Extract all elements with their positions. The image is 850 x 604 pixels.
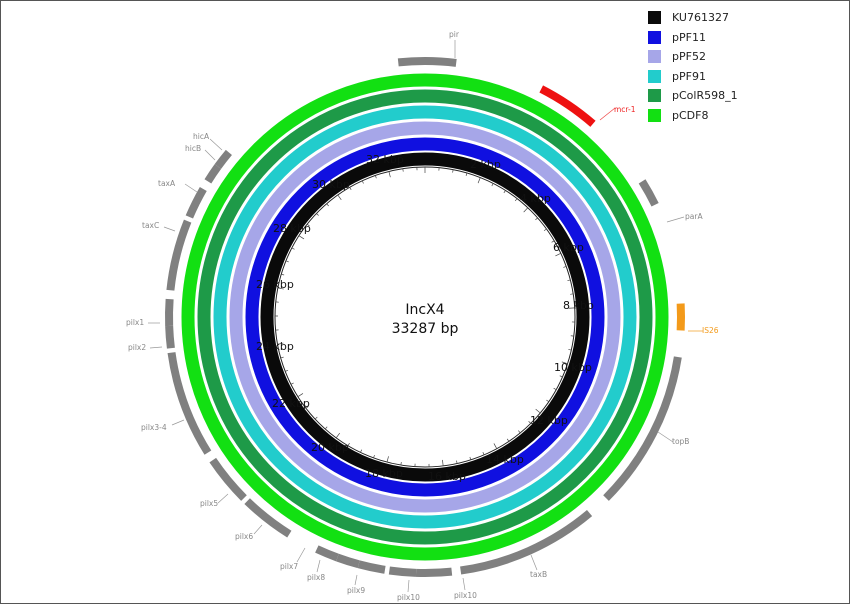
legend-swatch xyxy=(648,11,661,25)
tick-label-14kbp: 14 kbp xyxy=(486,453,524,466)
gene-arc-taxC xyxy=(166,219,192,291)
legend-swatch xyxy=(648,30,661,44)
gene-arc-hicB xyxy=(204,164,222,184)
legend-label: pPF91 xyxy=(672,69,706,83)
gene-label-pilx5: pilx5 xyxy=(200,499,218,508)
gene-label-pilx8: pilx8 xyxy=(307,573,325,582)
tick-label-4kbp: 4 kbp xyxy=(520,192,551,205)
gene-label-hicB: hicB xyxy=(185,144,201,153)
tick-label-2kbp: 2 kbp xyxy=(470,158,501,171)
gene-arc-parA xyxy=(638,179,659,207)
gene-label-pilx10-b: pilx10 xyxy=(454,591,477,600)
gene-arcs xyxy=(165,57,685,577)
legend-label: pPF11 xyxy=(672,30,706,44)
tick-label-18kbp: 18 kbp xyxy=(365,467,403,480)
legend-label: pCDF8 xyxy=(672,108,709,122)
scale-ticks xyxy=(275,167,575,467)
ring-KU761327 xyxy=(260,152,590,482)
gene-label-taxB: taxB xyxy=(530,570,547,579)
comparison-rings xyxy=(179,71,671,563)
gene-label-parA: parA xyxy=(685,212,703,221)
tick-label-30kbp: 30 kbp xyxy=(312,178,350,191)
ring-pCDF8 xyxy=(181,73,669,561)
gene-arc-taxA xyxy=(185,187,207,219)
gene-label-topB: topB xyxy=(672,437,689,446)
gene-label-pir: pir xyxy=(449,30,460,39)
tick-label-16kbp: 16 kbp xyxy=(428,470,466,483)
legend-item-KU761327: KU761327 xyxy=(648,8,738,28)
tick-label-24kbp: 24 kbp xyxy=(256,340,294,353)
legend-item-pColR598-1: pColR598_1 xyxy=(648,86,738,106)
ring-pColR598-1 xyxy=(197,89,653,545)
gene-arc-pilx3-4 xyxy=(167,352,212,455)
ring-pPF52 xyxy=(229,121,621,513)
gene-label-mcr-1: mcr-1 xyxy=(614,105,636,114)
tick-label-6kbp: 6 kbp xyxy=(553,241,584,254)
legend-swatch xyxy=(648,69,661,83)
tick-label-32kbp: 32 kbp xyxy=(366,153,404,166)
gene-label-taxC: taxC xyxy=(142,221,159,230)
legend-label: KU761327 xyxy=(672,11,729,25)
gene-arc-pilx7 xyxy=(315,545,339,562)
legend-label: pPF52 xyxy=(672,50,706,64)
gene-arc-topB xyxy=(603,356,682,501)
legend-item-pPF11: pPF11 xyxy=(648,28,738,48)
gene-arc-pilx9 xyxy=(357,560,386,574)
gene-label-pilx3-4: pilx3-4 xyxy=(141,423,167,432)
tick-label-22kbp: 22 kbp xyxy=(272,397,310,410)
gene-label-pilx6: pilx6 xyxy=(235,532,253,541)
tick-label-26kbp: 26 kbp xyxy=(256,278,294,291)
ring-pPF91 xyxy=(213,105,637,529)
legend: KU761327 pPF11 pPF52 pPF91 pColR598_1 pC… xyxy=(648,8,738,125)
plasmid-name: IncX4 xyxy=(405,302,444,318)
gene-arc-hicA xyxy=(214,149,232,169)
gene-label-IS26: IS26 xyxy=(702,326,719,335)
plasmid-length: 33287 bp xyxy=(392,321,459,337)
gene-label-pilx1: pilx1 xyxy=(126,318,144,327)
tick-label-8kbp: 8 kbp xyxy=(563,299,594,312)
gene-arc-pilx8 xyxy=(336,553,360,569)
gene-arc-pilx5 xyxy=(209,457,247,501)
tick-label-12kbp: 12 kbp xyxy=(530,414,568,427)
gene-label-taxA: taxA xyxy=(158,179,176,188)
tick-label-20kbp: 20 kbp xyxy=(311,441,349,454)
gene-arc-taxB xyxy=(460,510,593,575)
legend-item-pPF52: pPF52 xyxy=(648,47,738,67)
gene-arc-pilx10 xyxy=(388,566,417,577)
gene-label-pilx10-a: pilx10 xyxy=(397,593,420,602)
legend-label: pColR598_1 xyxy=(672,89,738,103)
gene-label-pilx9: pilx9 xyxy=(347,586,365,595)
legend-swatch xyxy=(648,108,661,122)
gene-arc-pilx6 xyxy=(244,498,292,538)
gene-arc-pir xyxy=(397,57,457,67)
gene-labels: pir mcr-1 parA IS26 topB taxB pilx10 pil… xyxy=(126,30,719,602)
gene-arc-pilx2 xyxy=(165,325,175,349)
legend-swatch xyxy=(648,50,661,64)
gene-arc-pilx10 xyxy=(415,567,453,577)
legend-item-pCDF8: pCDF8 xyxy=(648,106,738,126)
gene-label-hicA: hicA xyxy=(193,132,210,141)
gene-label-pilx2: pilx2 xyxy=(128,343,146,352)
ring-pPF11 xyxy=(245,137,605,497)
gene-arc-mcr-1 xyxy=(539,85,596,127)
tick-label-28kbp: 28 kbp xyxy=(273,222,311,235)
tick-label-10kbp: 10 kbp xyxy=(554,361,592,374)
legend-item-pPF91: pPF91 xyxy=(648,67,738,87)
scale-labels: 2 kbp 4 kbp 6 kbp 8 kbp 10 kbp 12 kbp 14… xyxy=(256,153,594,483)
gene-label-pilx7: pilx7 xyxy=(280,562,298,571)
legend-swatch xyxy=(648,89,661,103)
gene-arc-pilx1 xyxy=(165,298,174,327)
